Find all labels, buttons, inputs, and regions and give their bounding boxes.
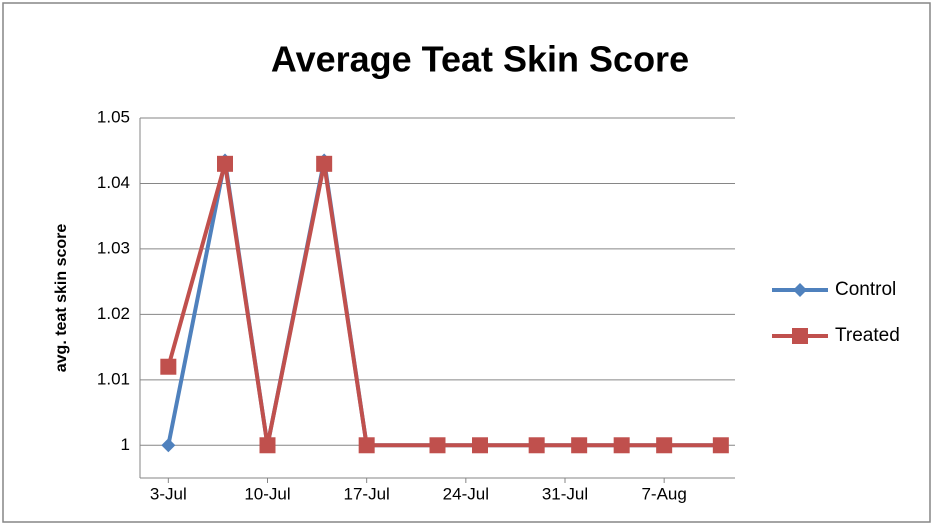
marker (656, 437, 673, 454)
y-tick-label: 1.03 (97, 238, 130, 257)
x-tick-label: 31-Jul (542, 484, 588, 503)
y-axis-title: avg. teat skin score (53, 224, 70, 373)
marker (429, 437, 446, 454)
marker (613, 437, 630, 454)
marker (528, 437, 545, 454)
legend-marker (792, 328, 808, 344)
y-tick-label: 1 (121, 435, 130, 454)
legend-label: Treated (835, 325, 900, 346)
x-tick-label: 17-Jul (344, 484, 390, 503)
legend-label: Control (835, 279, 896, 300)
y-tick-label: 1.01 (97, 369, 130, 388)
marker (472, 437, 488, 454)
marker (160, 358, 177, 375)
y-tick-label: 1.04 (97, 173, 130, 192)
marker (217, 155, 233, 172)
x-tick-label: 10-Jul (244, 484, 290, 503)
marker (259, 437, 276, 454)
marker (316, 155, 333, 172)
marker (712, 437, 729, 454)
x-tick-label: 3-Jul (150, 484, 187, 503)
x-tick-label: 7-Aug (641, 484, 686, 503)
legend-marker (793, 283, 807, 297)
marker (571, 437, 588, 454)
y-tick-label: 1.02 (97, 304, 130, 323)
x-tick-label: 24-Jul (443, 484, 489, 503)
marker (161, 438, 176, 453)
y-tick-label: 1.05 (97, 107, 130, 126)
marker (358, 437, 375, 454)
chart-title: Average Teat Skin Score (271, 39, 689, 80)
